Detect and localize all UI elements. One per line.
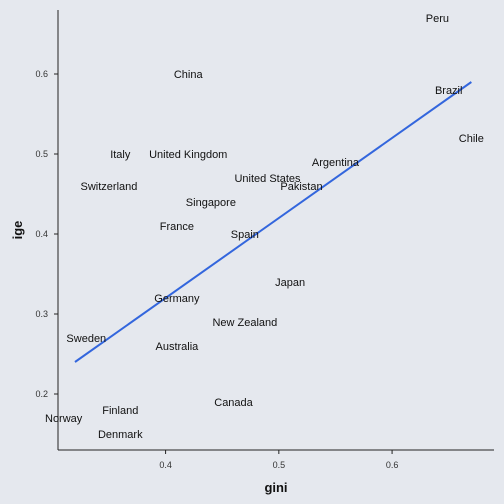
y-tick-label: 0.3 xyxy=(35,309,48,319)
point-label-china: China xyxy=(174,69,204,81)
point-label-united-states: United States xyxy=(234,173,301,185)
y-axis-title: ige xyxy=(10,221,25,240)
point-label-united-kingdom: United Kingdom xyxy=(149,149,227,161)
x-tick-label: 0.5 xyxy=(273,460,286,470)
point-label-sweden: Sweden xyxy=(66,333,106,345)
y-tick-label: 0.4 xyxy=(35,229,48,239)
y-tick-label: 0.2 xyxy=(35,389,48,399)
point-label-germany: Germany xyxy=(154,293,200,305)
point-label-canada: Canada xyxy=(214,397,253,409)
point-label-france: France xyxy=(160,221,194,233)
axes xyxy=(57,10,494,451)
point-label-chile: Chile xyxy=(459,133,484,145)
y-tick-label: 0.5 xyxy=(35,149,48,159)
point-label-australia: Australia xyxy=(156,341,200,353)
data-points: Peru China Brazil Chile Italy United Kingdom A… xyxy=(45,13,484,441)
point-label-singapore: Singapore xyxy=(186,197,236,209)
y-tick-label: 0.6 xyxy=(35,69,48,79)
point-label-argentina: Argentina xyxy=(312,157,360,169)
point-label-peru: Peru xyxy=(426,13,449,25)
x-tick-label: 0.6 xyxy=(386,460,399,470)
x-tick-label: 0.4 xyxy=(159,460,172,470)
point-label-switzerland: Switzerland xyxy=(81,181,138,193)
point-label-new-zealand: New Zealand xyxy=(212,317,277,329)
y-ticks: 0.2 0.3 0.4 0.5 0.6 xyxy=(35,69,58,399)
point-label-italy: Italy xyxy=(110,149,131,161)
point-label-pakistan: Pakistan xyxy=(280,181,322,193)
point-label-japan: Japan xyxy=(275,277,305,289)
point-label-denmark: Denmark xyxy=(98,429,143,441)
point-label-brazil: Brazil xyxy=(435,85,463,97)
point-label-finland: Finland xyxy=(102,405,138,417)
point-label-norway: Norway xyxy=(45,413,83,425)
point-label-spain: Spain xyxy=(231,229,259,241)
x-ticks: 0.4 0.5 0.6 xyxy=(159,450,398,470)
regression-line xyxy=(74,81,472,363)
x-axis-title: gini xyxy=(264,480,287,495)
